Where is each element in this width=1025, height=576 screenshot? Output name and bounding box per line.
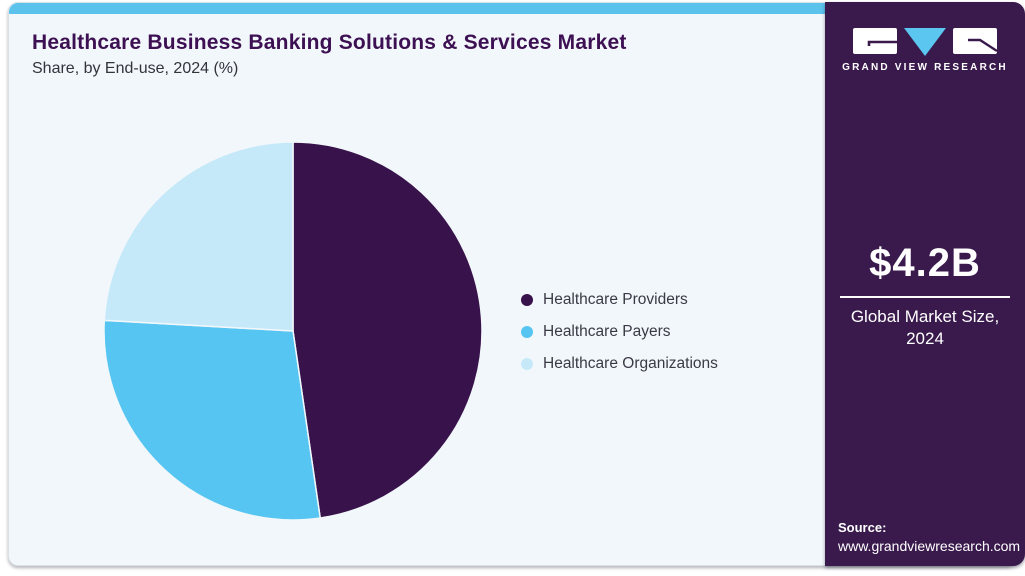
pie-slice-healthcare-organizations — [103, 141, 294, 332]
top-accent-bar — [9, 3, 1015, 14]
chart-title: Healthcare Business Banking Solutions & … — [32, 31, 627, 54]
market-size-divider — [840, 296, 1010, 298]
market-size-label-line2: 2024 — [906, 329, 944, 349]
chart-header: Healthcare Business Banking Solutions & … — [9, 14, 1015, 78]
legend-item-healthcare-providers: Healthcare Providers — [521, 291, 718, 309]
legend-item-healthcare-organizations: Healthcare Organizations — [521, 355, 718, 373]
source-label: Source: — [838, 520, 887, 535]
market-size-value: $4.2B — [869, 241, 981, 285]
legend-item-healthcare-payers: Healthcare Payers — [521, 323, 718, 341]
market-size-label: Global Market Size, 2024 — [825, 306, 1025, 350]
legend: Healthcare Providers Healthcare Payers Hea… — [521, 291, 718, 373]
pie-slice-healthcare-payers — [103, 319, 321, 521]
gvr-logo-text: GRAND VIEW RESEARCH — [842, 62, 1008, 73]
pie-slice-healthcare-providers — [292, 141, 483, 519]
source-url: www.grandviewresearch.com — [838, 538, 1021, 554]
chart-subtitle: Share, by End-use, 2024 (%) — [32, 60, 239, 77]
gvr-logo-icons — [825, 28, 1025, 56]
market-size-label-line1: Global Market Size, — [850, 307, 1000, 326]
legend-label: Healthcare Organizations — [543, 355, 718, 372]
logo-v-icon — [904, 28, 946, 56]
legend-swatch-icon — [521, 358, 533, 370]
source-block: Source: www.grandviewresearch.com — [838, 520, 1020, 554]
logo-r-icon — [953, 28, 997, 54]
market-size-block: $4.2B Global Market Size, 2024 — [825, 241, 1025, 350]
logo-g-icon — [853, 28, 897, 54]
legend-swatch-icon — [521, 294, 533, 306]
gvr-logo: GRAND VIEW RESEARCH — [825, 28, 1025, 73]
legend-label: Healthcare Providers — [543, 291, 688, 308]
sidebar: GRAND VIEW RESEARCH $4.2B Global Market … — [825, 2, 1025, 566]
legend-label: Healthcare Payers — [543, 323, 671, 340]
pie-chart — [103, 141, 483, 521]
legend-swatch-icon — [521, 326, 533, 338]
